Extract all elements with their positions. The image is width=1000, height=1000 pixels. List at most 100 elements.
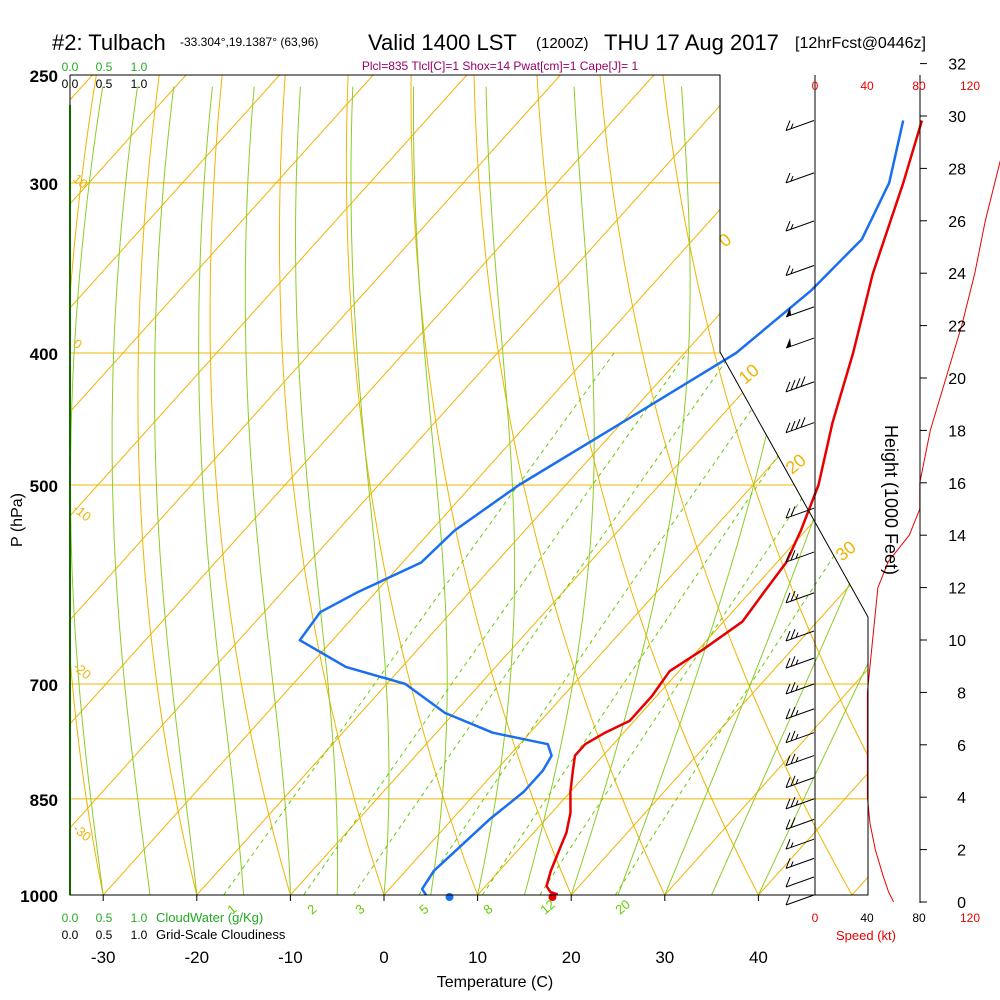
wind-barb-feather	[790, 775, 796, 787]
wind-barb-staff	[785, 755, 815, 767]
pressure-tick-label: 300	[30, 175, 58, 194]
wind-barb-feather	[795, 418, 801, 430]
wind-barb	[785, 337, 815, 349]
moist-adiabat	[711, 86, 868, 895]
dry-adiabat	[209, 75, 291, 895]
speed-tick-label-bottom: 120	[960, 911, 980, 925]
wind-barb-staff	[785, 551, 815, 563]
moist-adiabat-label: 30	[832, 537, 860, 565]
dry-adiabat	[978, 75, 1000, 895]
wind-barb-half	[795, 659, 799, 665]
title-forecast: [12hrFcst@0446z]	[795, 35, 926, 52]
mixing-ratio-line	[418, 352, 792, 895]
wind-barb	[785, 706, 815, 720]
x-tick-label: 0	[379, 948, 388, 967]
cloudwater-tick-bottom: 1.0	[131, 911, 148, 925]
mixing-ratio-label: 5	[416, 901, 431, 917]
wind-barb-feather	[790, 682, 796, 693]
wind-barb-half	[795, 632, 799, 638]
isotherm-line	[70, 75, 468, 895]
wind-barb	[785, 857, 815, 869]
height-tick-label: 4	[957, 790, 966, 807]
isotherm-line	[70, 75, 374, 895]
wind-barb	[785, 656, 815, 669]
title-coords: -33.304°,19.1387° (63,96)	[180, 35, 318, 49]
wind-barb-feather	[785, 708, 791, 720]
isotherm-line	[102, 75, 842, 895]
wind-barb-half	[795, 594, 799, 600]
wind-barb-feather	[785, 839, 791, 850]
moist-adiabat	[617, 86, 808, 895]
dry-adiabat-label: -10	[70, 501, 94, 525]
title-valid: Valid 1400 LST	[368, 30, 517, 55]
cloudiness-tick-top: 0.5	[96, 77, 113, 91]
wind-barb-flag	[786, 338, 791, 349]
wind-barb	[785, 775, 815, 789]
height-tick-label: 28	[948, 161, 966, 178]
cloudwater-label: CloudWater (g/Kg)	[156, 910, 263, 925]
wind-barb	[785, 817, 815, 830]
x-tick-label: 40	[749, 948, 768, 967]
wind-barb-staff	[785, 265, 815, 276]
wind-barb-feather	[785, 508, 791, 519]
wind-barb-staff	[785, 507, 815, 519]
wind-barb	[785, 220, 815, 232]
wind-barb-feather	[785, 381, 791, 393]
wind-barb	[785, 876, 815, 888]
dry-adiabat	[279, 75, 385, 895]
wind-barb	[785, 550, 815, 563]
wind-barb-feather	[785, 777, 791, 788]
wind-barb	[785, 417, 815, 434]
wind-barb-half	[795, 710, 799, 716]
wind-barb-feather	[790, 379, 796, 391]
wind-barb-feather	[790, 590, 796, 602]
wind-barb-feather	[785, 755, 791, 766]
isotherm-line	[664, 75, 868, 895]
dry-adiabat	[345, 75, 479, 895]
height-tick-label: 16	[948, 476, 966, 493]
wind-barb	[785, 172, 815, 184]
wind-barb	[785, 590, 815, 604]
wind-barb-staff	[785, 732, 815, 744]
x-tick-label: 30	[655, 948, 674, 967]
wind-barb-half	[795, 553, 799, 559]
wind-barb-feather	[790, 706, 796, 718]
dewpoint-trace	[298, 120, 905, 896]
dry-adiabat	[137, 75, 198, 895]
wind-barb	[785, 838, 815, 850]
wind-barb-feather	[785, 732, 791, 743]
wind-barb-feather	[790, 420, 796, 432]
cloudwater-tick-bottom: 0.5	[96, 911, 113, 925]
x-tick-label: -20	[185, 948, 210, 967]
wind-barb-staff	[785, 306, 815, 318]
chart-header: #2: Tulbach -33.304°,19.1387° (63,96) Va…	[52, 30, 926, 73]
wind-barb-staff	[785, 172, 815, 184]
title-main: #2: Tulbach	[52, 30, 166, 55]
moist-adiabat-label: 0	[715, 229, 736, 251]
moist-adiabat	[154, 86, 198, 895]
wind-barb-feather	[785, 120, 791, 131]
wind-barb-staff	[785, 592, 815, 604]
mixing-ratio-label: 2	[304, 901, 319, 917]
x-tick-label: -10	[278, 948, 303, 967]
wind-barb-half	[795, 685, 799, 691]
axes: -30 -20 -10 0 10 20 30 402503004005007008501000…	[20, 57, 980, 967]
wind-barb-half	[795, 778, 799, 785]
cloudiness-tick-top: 0.0	[62, 77, 79, 91]
wind-barb-feather	[795, 378, 801, 389]
wind-barb-staff	[785, 422, 815, 434]
wind-barb-half	[790, 861, 794, 867]
speed-tick-label-top: 0	[812, 79, 819, 93]
wind-barb-half	[790, 842, 794, 848]
moist-adiabat	[664, 86, 868, 895]
cloudwater-tick-top: 0.5	[96, 60, 113, 74]
height-tick-label: 22	[948, 319, 966, 336]
wind-barb-staff	[785, 120, 815, 131]
speed-tick-label-top: 120	[960, 79, 980, 93]
wind-barb-half	[795, 800, 799, 806]
dry-adiabat-label: 10	[70, 171, 91, 192]
wind-barb-staff	[785, 818, 815, 830]
wind-barb	[785, 796, 815, 810]
mixing-ratio-label: 20	[612, 897, 633, 918]
dry-adiabat	[0, 75, 33, 895]
